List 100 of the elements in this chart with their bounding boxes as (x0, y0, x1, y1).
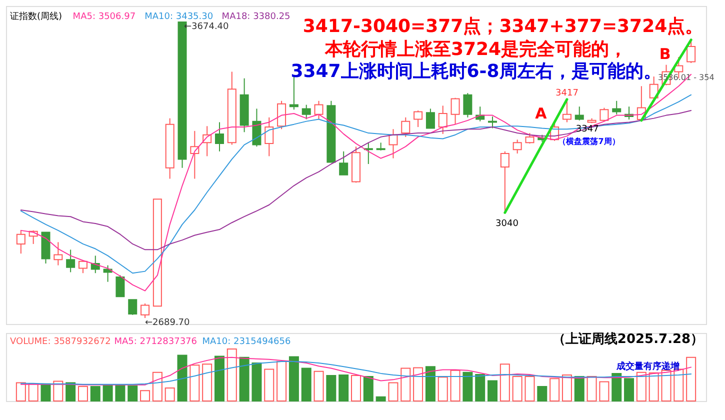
text: MA10: 3435.30 (144, 12, 214, 22)
bar (314, 370, 324, 402)
bar (78, 386, 88, 402)
bar (53, 380, 64, 402)
candlestick (512, 139, 522, 154)
bar (202, 364, 212, 402)
bar (524, 376, 535, 402)
bar (115, 384, 126, 402)
bar (512, 376, 522, 402)
bar (164, 388, 175, 402)
bar (450, 370, 460, 402)
bar (90, 386, 100, 402)
candlestick (525, 132, 534, 144)
candlestick (66, 249, 76, 273)
candlestick (116, 274, 125, 298)
candlestick (500, 150, 510, 214)
bar (562, 374, 572, 402)
bar (16, 382, 26, 402)
bar (338, 374, 349, 402)
bar (425, 366, 436, 402)
bar (574, 376, 584, 402)
candlestick (388, 128, 398, 159)
bar (413, 367, 424, 402)
bar (686, 356, 696, 402)
bar (252, 362, 262, 402)
bar (276, 360, 287, 402)
bar (66, 382, 76, 402)
bar (648, 372, 659, 402)
bar (301, 368, 312, 402)
candlestick (78, 260, 88, 274)
candlestick (686, 39, 696, 64)
bar (128, 385, 138, 402)
bar (500, 364, 510, 402)
candlestick (463, 92, 472, 118)
bar (661, 370, 672, 402)
candlestick (16, 230, 26, 254)
candlestick (401, 116, 410, 138)
bar (586, 376, 597, 402)
text: 本轮行情上涨至3724是完全可能的， (324, 39, 628, 60)
annotation: 证指数(周线) (10, 11, 62, 22)
candlestick (612, 100, 622, 115)
candlestick (277, 100, 286, 130)
candlestick (562, 98, 572, 123)
bar (326, 375, 336, 402)
bar (363, 376, 374, 402)
text: （上证周线2025.7.28） (552, 332, 704, 347)
bar (612, 372, 622, 402)
candlestick (574, 106, 584, 121)
annotation: 3417 (556, 88, 578, 98)
bar (288, 356, 299, 402)
candlestick (364, 142, 373, 165)
bar (152, 372, 162, 402)
bar (177, 354, 188, 402)
bar (400, 368, 411, 402)
candlestick (54, 242, 63, 266)
candlestick (426, 108, 435, 129)
bar (28, 383, 38, 402)
bar (214, 356, 224, 402)
candlestick (140, 302, 150, 318)
text: MA18: 3380.25 (222, 12, 290, 22)
candlestick (264, 116, 274, 157)
series-label: MA10: 2315494656 (202, 337, 291, 347)
bar (376, 396, 386, 402)
bar (636, 372, 646, 402)
text: VOLUME: 3587932672 (10, 337, 111, 347)
bar (40, 383, 51, 402)
bar (438, 376, 448, 402)
bar (475, 374, 486, 402)
bar (388, 382, 398, 402)
candlestick (302, 104, 311, 120)
candlestick (128, 299, 138, 316)
candlestick (450, 97, 460, 125)
bar (102, 384, 113, 402)
annotation: 3040 (496, 219, 519, 229)
bar (599, 381, 610, 402)
bar (226, 348, 237, 402)
annotation: （横盘震荡7周） (558, 137, 620, 146)
bar (239, 356, 250, 402)
candlestick (314, 100, 324, 120)
bar (624, 378, 634, 402)
candlestick (438, 105, 448, 134)
annotation: ←2689.70 (145, 318, 190, 328)
series-label: B (659, 44, 671, 63)
candlestick (339, 150, 348, 176)
series-label: MA5: 2712837376 (114, 337, 198, 347)
candlestick (214, 122, 224, 152)
chart-title: 3417-3040=377点；3347+377=3724点。 (302, 16, 704, 37)
bar (550, 378, 560, 402)
text: MA5: 3506.97 (72, 12, 136, 22)
series-label: A (535, 104, 548, 122)
bar (462, 372, 473, 402)
bar (674, 368, 684, 402)
candlestick (414, 110, 423, 128)
bar (537, 386, 548, 402)
candlestick (600, 107, 609, 122)
bar (140, 390, 150, 402)
bar (351, 375, 361, 402)
bar (190, 364, 200, 402)
bar (264, 368, 274, 402)
bar (488, 380, 498, 402)
